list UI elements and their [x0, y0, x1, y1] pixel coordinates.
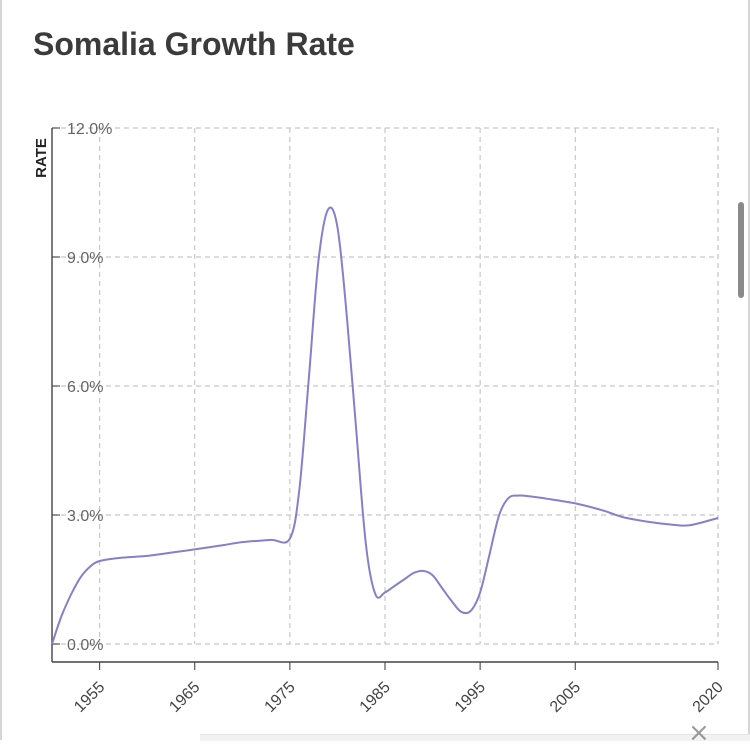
frame-left-border: [0, 0, 2, 740]
y-tick-label: 12.0%: [67, 121, 112, 138]
x-tick-label: 1955: [71, 679, 108, 716]
y-tick-label: 3.0%: [67, 508, 103, 525]
y-tick-label: 9.0%: [67, 250, 103, 267]
bottom-panel-edge: [200, 734, 750, 741]
x-tick-label: 1965: [166, 679, 203, 716]
scrollbar-thumb[interactable]: [738, 202, 744, 298]
frame-right-border: [748, 0, 750, 740]
x-tick-label: 2005: [547, 679, 584, 716]
y-tick-labels: 0.0% 3.0% 6.0% 9.0% 12.0%: [67, 121, 112, 654]
x-tick-labels: 1955 1965 1975 1985 1995 2005 2020: [71, 679, 727, 716]
y-tick-label: 0.0%: [67, 637, 103, 654]
axes: [51, 127, 719, 670]
x-tick-label: 1995: [452, 679, 489, 716]
series-group: [51, 206, 719, 645]
chart-title: Somalia Growth Rate: [33, 26, 355, 62]
growth-rate-line: [51, 206, 719, 645]
close-icon[interactable]: ×: [688, 718, 710, 748]
x-tick-label: 2020: [690, 679, 727, 716]
grid-lines: [52, 127, 719, 645]
y-tick-label: 6.0%: [67, 379, 103, 396]
x-tick-label: 1985: [357, 679, 394, 716]
x-tick-label: 1975: [261, 679, 298, 716]
y-axis-label: RATE: [33, 138, 50, 178]
